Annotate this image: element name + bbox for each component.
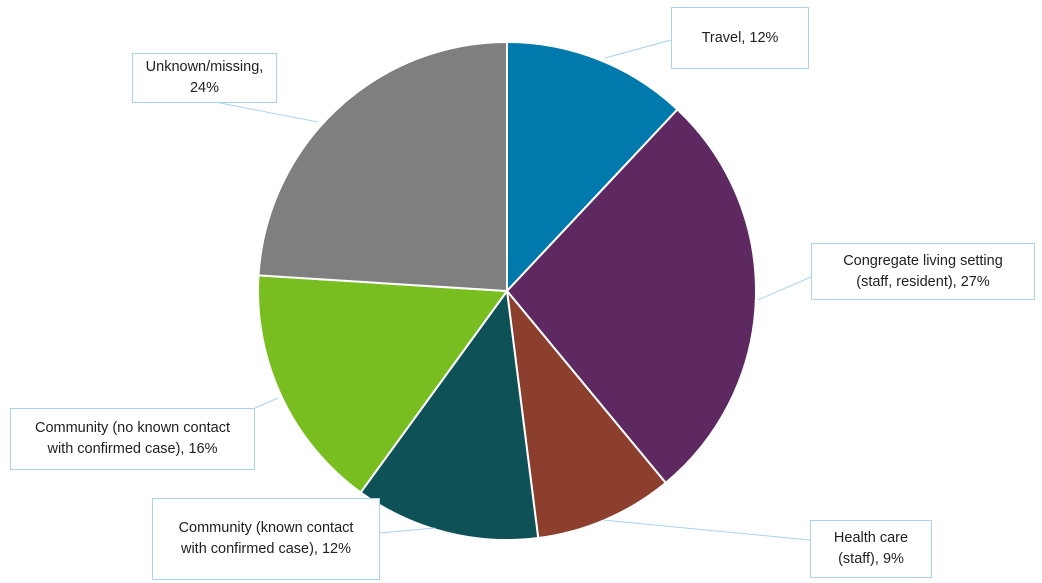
pie-slice-congregate-living-setting-staff-resident	[505, 108, 757, 485]
leader-line-2	[602, 519, 811, 541]
data-label-travel-line-1: Travel, 12%	[701, 29, 779, 46]
data-label-community-known-contact-line-2: with confirmed case), 12%	[180, 541, 352, 557]
pie-slice-unknown-missing	[257, 40, 508, 293]
pie-slice-travel	[506, 40, 679, 294]
data-label-travel: Travel, 12%	[671, 7, 809, 69]
pie-slice-health-care-staff	[505, 287, 668, 540]
data-label-unknown-missing-line-2: 24%	[189, 80, 220, 96]
data-label-health-care: Health care (staff), 9%	[810, 520, 932, 578]
data-label-unknown-missing: Unknown/missing, 24%	[132, 53, 277, 103]
leader-line-0	[604, 39, 672, 59]
data-label-congregate-living-line-2: (staff, resident), 27%	[856, 273, 990, 290]
pie-slice-community-no-known-contact-with-confirmed-case	[257, 274, 509, 494]
data-label-congregate-living-line-1: Congregate living setting	[843, 252, 1003, 269]
data-label-community-no-known-contact: Community (no known contact with confirm…	[10, 408, 255, 470]
data-label-health-care-line-2: (staff), 9%	[838, 551, 904, 567]
data-label-community-no-known-contact-line-2: with confirmed case), 16%	[47, 441, 218, 457]
leader-line-4	[254, 397, 279, 409]
leader-line-1	[757, 276, 812, 301]
data-label-congregate-living: Congregate living setting (staff, reside…	[811, 243, 1035, 300]
leader-line-5	[219, 102, 319, 123]
data-label-community-no-known-contact-line-1: Community (no known contact	[34, 420, 231, 436]
data-label-unknown-missing-line-1: Unknown/missing,	[145, 59, 264, 75]
data-label-community-known-contact-line-1: Community (known contact	[178, 520, 354, 536]
leader-line-3	[379, 527, 436, 534]
data-label-community-known-contact: Community (known contact with confirmed …	[152, 498, 380, 580]
data-label-health-care-line-1: Health care	[833, 530, 909, 546]
